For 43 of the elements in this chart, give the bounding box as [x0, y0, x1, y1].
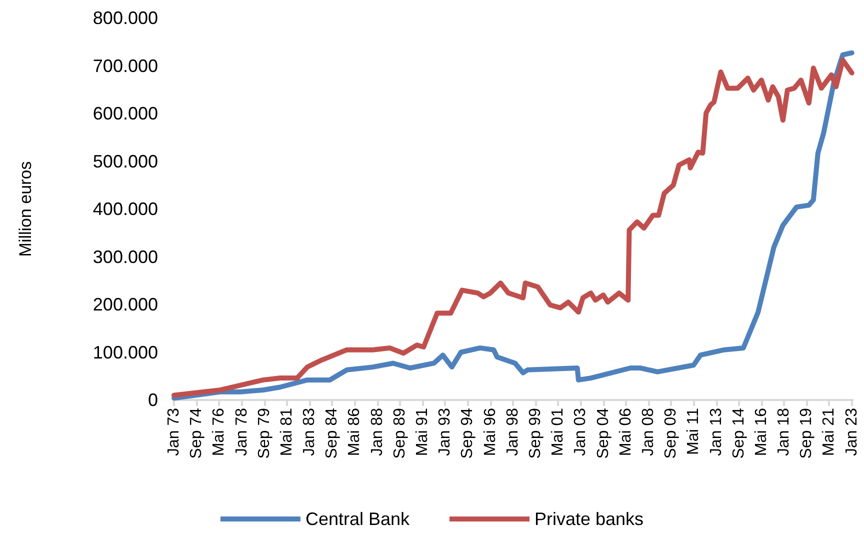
x-tick-label: Jan 13	[708, 408, 725, 456]
x-tick-label: Sep 04	[594, 408, 612, 459]
x-tick-label: Sep 84	[324, 408, 341, 459]
y-tick-label: 0	[148, 390, 158, 410]
y-tick-label: 800.000	[92, 8, 158, 28]
x-tick-label: Jan 98	[504, 408, 522, 456]
x-tick-label: Sep 14	[730, 408, 748, 459]
x-tick-label: Sep 94	[459, 408, 476, 459]
x-tick-label: Mai 16	[752, 408, 770, 456]
x-tick-label: Mai 06	[617, 408, 634, 456]
x-tick-label: Sep 99	[526, 408, 544, 459]
y-tick-label: 500.000	[92, 151, 158, 172]
x-tick-label: Mai 01	[550, 408, 567, 456]
x-tick-label: Mai 21	[820, 408, 838, 456]
x-tick-label: Jan 83	[301, 408, 318, 456]
x-tick-label: Mai 76	[210, 408, 228, 456]
x-tick-label: Jan 93	[436, 408, 454, 456]
x-tick-label: Jan 23	[843, 408, 860, 456]
x-tick-label: Jan 18	[776, 408, 793, 456]
y-tick-label: 400.000	[92, 199, 158, 219]
y-tick-label: 200.000	[92, 294, 158, 314]
x-tick-label: Jan 03	[572, 408, 590, 456]
y-tick-label: 100.000	[92, 342, 158, 362]
x-tick-label: Mai 91	[414, 408, 431, 456]
x-tick-label: Sep 09	[662, 408, 680, 459]
x-tick-label: Sep 79	[256, 408, 273, 459]
legend-label: Central Bank	[305, 509, 410, 529]
x-tick-label: Mai 96	[482, 408, 499, 456]
x-tick-label: Mai 11	[685, 408, 702, 455]
y-tick-label: 300.000	[92, 246, 158, 267]
x-tick-label: Mai 86	[346, 408, 364, 456]
x-tick-label: Sep 89	[391, 408, 408, 459]
x-tick-label: Jan 73	[166, 408, 182, 456]
y-tick-label: 700.000	[92, 56, 158, 76]
y-axis-title: Million euros	[16, 161, 35, 257]
legend-label: Private banks	[534, 509, 644, 529]
y-tick-label: 600.000	[92, 104, 158, 124]
x-tick-label: Jan 08	[640, 408, 657, 456]
x-tick-label: Mai 81	[278, 408, 296, 456]
x-tick-label: Jan 78	[233, 408, 250, 456]
x-tick-label: Sep 19	[798, 408, 816, 459]
x-tick-label: Sep 74	[188, 408, 206, 459]
x-tick-label: Jan 88	[368, 408, 386, 456]
